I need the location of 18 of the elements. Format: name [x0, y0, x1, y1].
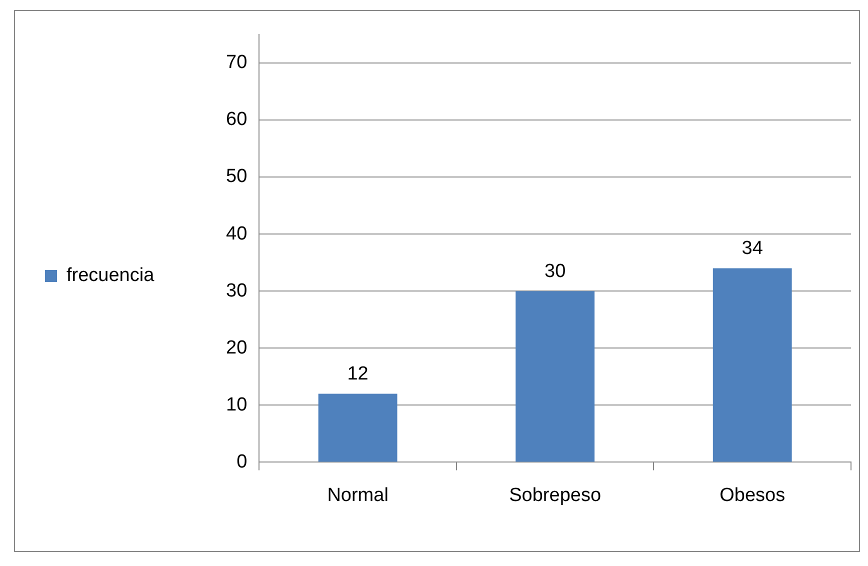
- data-label: 30: [544, 260, 566, 282]
- y-tick-label: 10: [226, 394, 248, 416]
- y-tick-label: 20: [226, 337, 248, 358]
- y-tick-label: 70: [226, 52, 248, 74]
- data-label: 34: [742, 238, 764, 259]
- bar: [318, 394, 398, 462]
- y-tick-label: 50: [226, 166, 248, 188]
- y-tick-label: 30: [226, 280, 248, 302]
- x-tick-label: Sobrepeso: [509, 484, 602, 506]
- x-tick-label: Normal: [327, 484, 388, 506]
- bar: [516, 291, 595, 462]
- legend-label: frecuencia: [66, 265, 155, 286]
- x-tick-label: Obesos: [720, 484, 786, 506]
- data-label: 12: [347, 363, 368, 384]
- y-tick-label: 60: [226, 109, 248, 130]
- y-tick-label: 0: [236, 451, 248, 472]
- bar: [712, 268, 792, 462]
- y-tick-label: 40: [226, 223, 248, 244]
